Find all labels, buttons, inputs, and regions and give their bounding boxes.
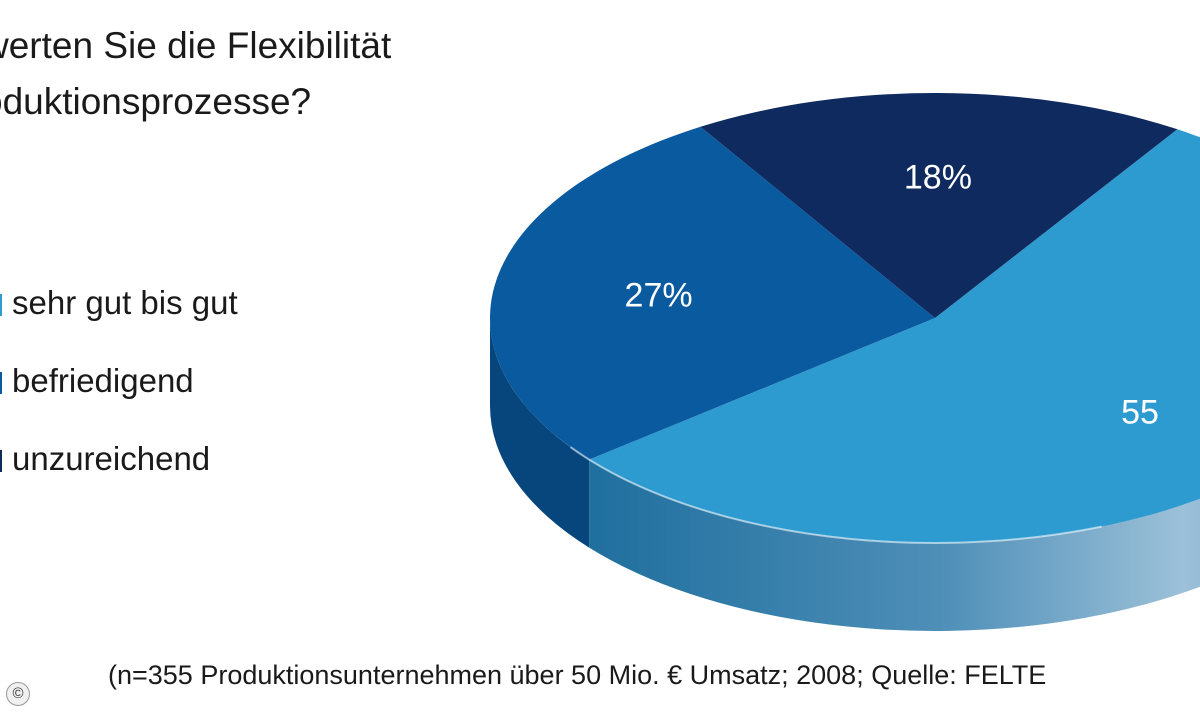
source-note: (n=355 Produktionsunternehmen über 50 Mi… bbox=[108, 660, 1047, 690]
legend-item-befriedigend: befriedigend bbox=[0, 362, 194, 400]
pie-side-sehr-gut bbox=[589, 459, 1200, 631]
pie-rim-highlight bbox=[569, 446, 1102, 544]
legend-swatch-unzureichend bbox=[0, 450, 2, 473]
chart-title: werten Sie die Flexibilität oduktionspro… bbox=[0, 18, 391, 130]
chart-title-line-1: werten Sie die Flexibilität bbox=[0, 25, 392, 66]
pie-label-unzureichend: 18% bbox=[904, 158, 972, 196]
pie-side-befriedigend bbox=[490, 318, 590, 548]
legend-label-befriedigend: befriedigend bbox=[12, 362, 194, 399]
legend-label-unzureichend: unzureichend bbox=[12, 440, 211, 477]
legend-item-sehr-gut: sehr gut bis gut bbox=[0, 284, 238, 322]
chart-title-line-2: oduktionsprozesse? bbox=[0, 81, 312, 122]
legend-label-sehr-gut: sehr gut bis gut bbox=[12, 284, 238, 321]
copyright-icon: © bbox=[6, 682, 30, 706]
pie-label-sehr-gut: 55 bbox=[1121, 393, 1159, 431]
pie-slice-sehr-gut bbox=[589, 129, 1200, 543]
legend-swatch-sehr-gut bbox=[0, 294, 2, 317]
pie-slice-unzureichend bbox=[700, 93, 1178, 318]
pie-slice-befriedigend bbox=[489, 126, 935, 460]
pie-label-befriedigend: 27% bbox=[625, 276, 693, 314]
legend-swatch-befriedigend bbox=[0, 372, 2, 395]
legend-item-unzureichend: unzureichend bbox=[0, 440, 210, 478]
